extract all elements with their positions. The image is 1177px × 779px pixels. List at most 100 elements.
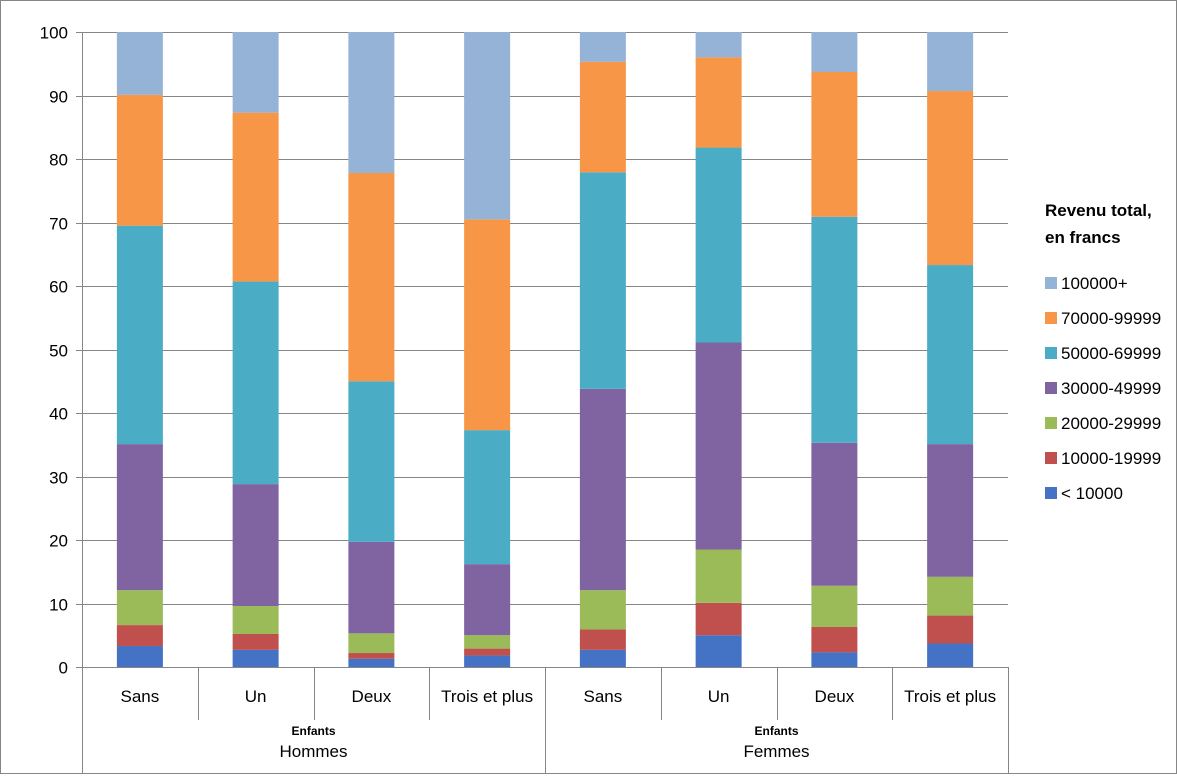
bar-segment	[695, 57, 742, 148]
bar-segment	[232, 112, 279, 282]
bar-segment	[695, 602, 742, 636]
legend-swatch	[1045, 312, 1057, 324]
legend-swatch	[1045, 347, 1057, 359]
bar-segment	[116, 590, 163, 626]
legend-label: < 10000	[1061, 484, 1123, 503]
y-tick-label: 0	[59, 659, 68, 678]
bar-segment	[927, 91, 974, 266]
bar-segment	[348, 633, 395, 654]
bar-segment	[695, 32, 742, 58]
bar-segment	[811, 652, 858, 667]
y-tick-label: 70	[49, 215, 68, 234]
bar-segment	[579, 590, 626, 630]
bars	[116, 32, 974, 667]
x-category-label: Un	[708, 687, 730, 706]
x-category-label: Deux	[352, 687, 392, 706]
y-tick-label: 10	[49, 596, 68, 615]
legend-label: 50000-69999	[1061, 344, 1161, 363]
bar-segment	[811, 72, 858, 217]
bar-segment	[927, 444, 974, 577]
bar-segment	[927, 32, 974, 92]
bar-segment	[927, 643, 974, 667]
bar-segment	[464, 430, 511, 565]
x-category-label: Sans	[584, 687, 623, 706]
bar-segment	[579, 649, 626, 667]
bar-segment	[116, 225, 163, 445]
y-tick-label: 20	[49, 532, 68, 551]
bar-segment	[464, 564, 511, 636]
bar-segment	[232, 606, 279, 634]
legend-label: 10000-19999	[1061, 449, 1161, 468]
bar-segment	[464, 219, 511, 431]
bar-segment	[579, 388, 626, 591]
x-category-label: Trois et plus	[904, 687, 996, 706]
bar-segment	[464, 32, 511, 220]
bar-segment	[464, 635, 511, 649]
bar-segment	[348, 172, 395, 382]
bar-segment	[927, 576, 974, 616]
axes: 0 10 20 30 40 50 60 70 80 90 100 Sans Un Deux Trois et…	[40, 24, 1009, 773]
bar-segment	[695, 549, 742, 603]
bar-segment	[464, 648, 511, 656]
bar-segment	[348, 541, 395, 634]
y-tick-label: 60	[49, 278, 68, 297]
bar-segment	[232, 32, 279, 113]
legend-title: en francs	[1045, 228, 1121, 247]
bar-segment	[579, 629, 626, 650]
legend-swatch	[1045, 382, 1057, 394]
bar-segment	[232, 281, 279, 485]
legend-swatch	[1045, 417, 1057, 429]
legend-swatch	[1045, 487, 1057, 499]
bar-segment	[811, 216, 858, 443]
y-tick-label: 30	[49, 469, 68, 488]
bar-segment	[927, 265, 974, 445]
bar-segment	[464, 655, 511, 667]
bar-segment	[116, 32, 163, 95]
x-group-label: Hommes	[279, 742, 347, 761]
bar-segment	[695, 147, 742, 343]
bar-segment	[811, 585, 858, 627]
bar-segment	[116, 646, 163, 667]
bar-segment	[695, 342, 742, 550]
bar-segment	[232, 649, 279, 667]
legend-swatch	[1045, 452, 1057, 464]
bar-segment	[811, 442, 858, 586]
legend-label: 70000-99999	[1061, 309, 1161, 328]
bar-segment	[116, 625, 163, 647]
legend: Revenu total, en francs 100000+ 70000-99999…	[1045, 201, 1161, 503]
y-tick-label: 90	[49, 88, 68, 107]
x-category-label: Sans	[121, 687, 160, 706]
legend-label: 20000-29999	[1061, 414, 1161, 433]
y-tick-label: 80	[49, 151, 68, 170]
legend-title: Revenu total,	[1045, 201, 1152, 220]
bar-segment	[232, 484, 279, 607]
bar-segment	[348, 653, 395, 659]
bar-segment	[348, 658, 395, 667]
bar-segment	[232, 633, 279, 650]
bar-segment	[348, 32, 395, 173]
bar-segment	[116, 94, 163, 226]
bar-segment	[579, 32, 626, 62]
bar-segment	[116, 444, 163, 591]
bar-segment	[348, 381, 395, 542]
legend-label: 100000+	[1061, 274, 1128, 293]
x-category-label: Trois et plus	[441, 687, 533, 706]
x-category-label: Un	[245, 687, 267, 706]
legend-label: 30000-49999	[1061, 379, 1161, 398]
bar-segment	[579, 61, 626, 173]
y-tick-label: 100	[40, 24, 68, 43]
bar-segment	[811, 32, 858, 72]
y-tick-label: 50	[49, 342, 68, 361]
x-group-sublabel: Enfants	[291, 724, 335, 738]
bar-segment	[811, 627, 858, 653]
legend-swatch	[1045, 277, 1057, 289]
bar-segment	[579, 172, 626, 389]
bar-segment	[927, 615, 974, 644]
y-tick-label: 40	[49, 405, 68, 424]
x-group-label: Femmes	[743, 742, 809, 761]
x-group-sublabel: Enfants	[754, 724, 798, 738]
x-category-label: Deux	[815, 687, 855, 706]
bar-segment	[695, 635, 742, 667]
